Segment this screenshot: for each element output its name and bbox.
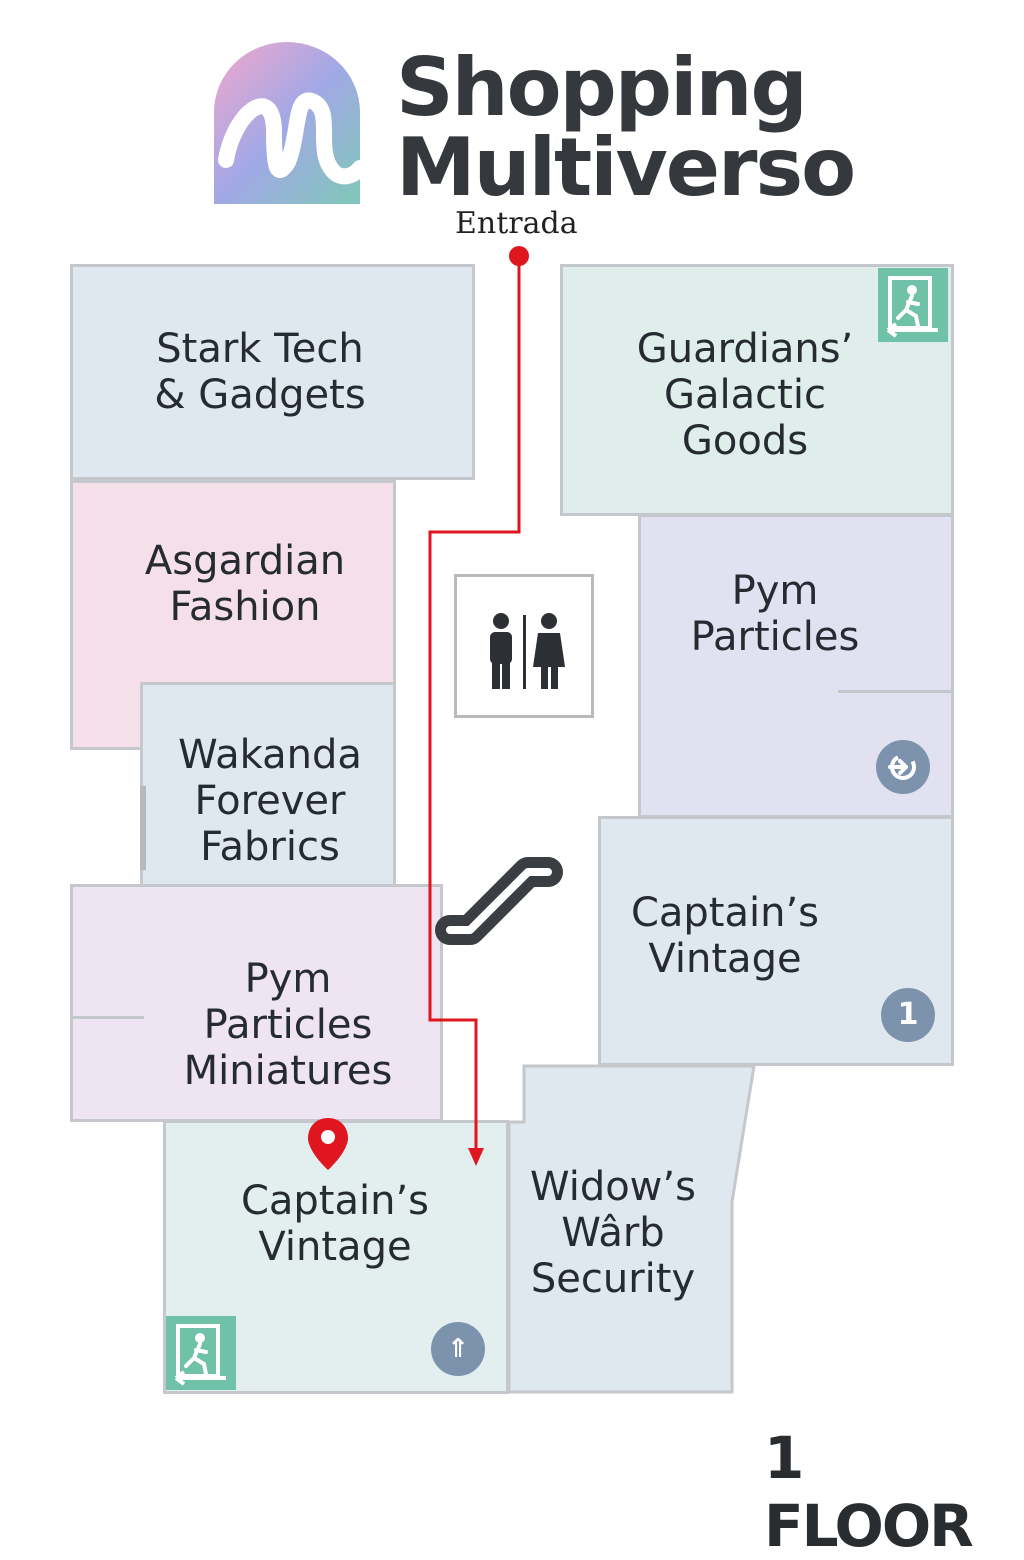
store-label-stark: Stark Tech & Gadgets [154,326,366,418]
store-label-widow: Widow’s Wârb Security [530,1164,696,1302]
emergency-exit-icon [166,1316,236,1390]
restroom-icon [490,613,565,689]
route-path [428,246,529,1166]
logo-mark-icon [214,42,368,204]
emergency-exit-icon [878,268,948,342]
exit-door-icon [876,740,930,794]
floor-label: 1 FLOOR [764,1424,974,1560]
store-label-wakanda: Wakanda Forever Fabrics [178,732,362,870]
location-pin-icon [308,1118,348,1170]
store-label-captain-bottom: Captain’s Vintage [240,1178,430,1270]
partition-line [72,1016,144,1019]
store-label-pym: Pym Particles [690,568,860,660]
store-label-guardians: Guardians’ Galactic Goods [636,326,854,464]
room-widow[interactable] [506,1062,758,1396]
brand-line-2: Multiverso [396,121,856,214]
restroom-box[interactable] [454,574,594,718]
store-label-asgardian: Asgardian Fashion [144,538,346,630]
store-label-pym-mini: Pym Particles Miniatures [183,956,393,1094]
store-label-captain-right: Captain’s Vintage [630,890,820,982]
partition-line [838,690,954,693]
logo [214,42,368,204]
room-stark[interactable] [70,264,475,480]
badge-captain-bottom: ⇑ [431,1322,485,1376]
entrance-label: Entrada [455,206,578,241]
brand-line-1: Shopping [396,41,808,134]
partition-line [140,786,146,870]
room-pym-mini[interactable] [70,884,443,1122]
escalator-icon[interactable] [430,848,572,952]
badge-captain-right: 1 [881,988,935,1042]
